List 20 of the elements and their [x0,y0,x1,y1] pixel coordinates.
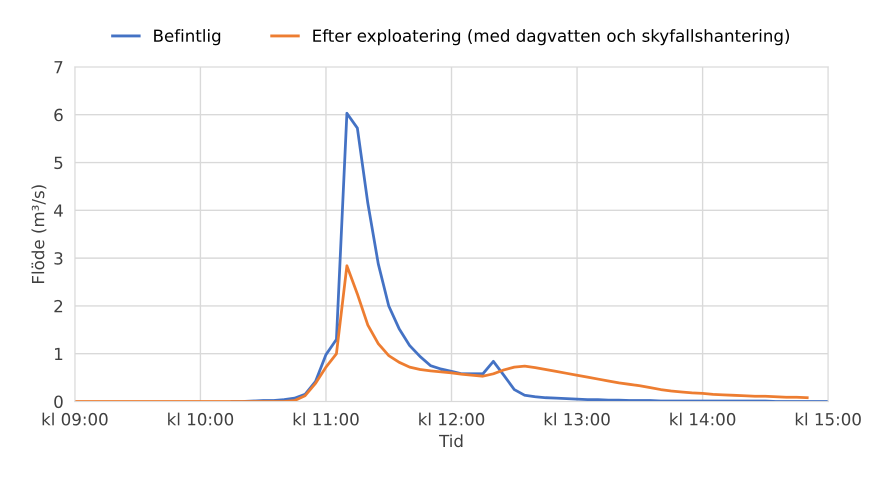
x-tick-label: kl 12:00 [419,412,484,426]
y-tick-label: 6 [54,108,63,122]
legend-label: Befintlig [154,29,220,46]
y-tick-label: 0 [54,395,63,408]
line-series [74,264,809,402]
legend-label: Efter exploatering (med dagvatten och skyfallshantering) [313,29,790,46]
y-tick-label: 5 [54,156,62,170]
x-tick-label: kl 09:00 [42,412,108,426]
x-axis-title: Tid [439,434,462,448]
x-tick-label: kl 15:00 [796,412,861,426]
x-tick-label: kl 11:00 [294,412,359,426]
y-tick-label: 4 [54,204,63,217]
y-axis-title: Flöde (m³/s) [31,185,46,283]
x-tick-label: kl 13:00 [544,412,610,426]
x-tick-label: kl 10:00 [168,412,234,426]
x-tick-label: kl 14:00 [670,412,736,426]
y-tick-label: 2 [54,300,62,312]
y-tick-label: 3 [54,252,62,265]
y-tick-label: 7 [54,61,62,74]
y-tick-label: 1 [55,348,62,360]
